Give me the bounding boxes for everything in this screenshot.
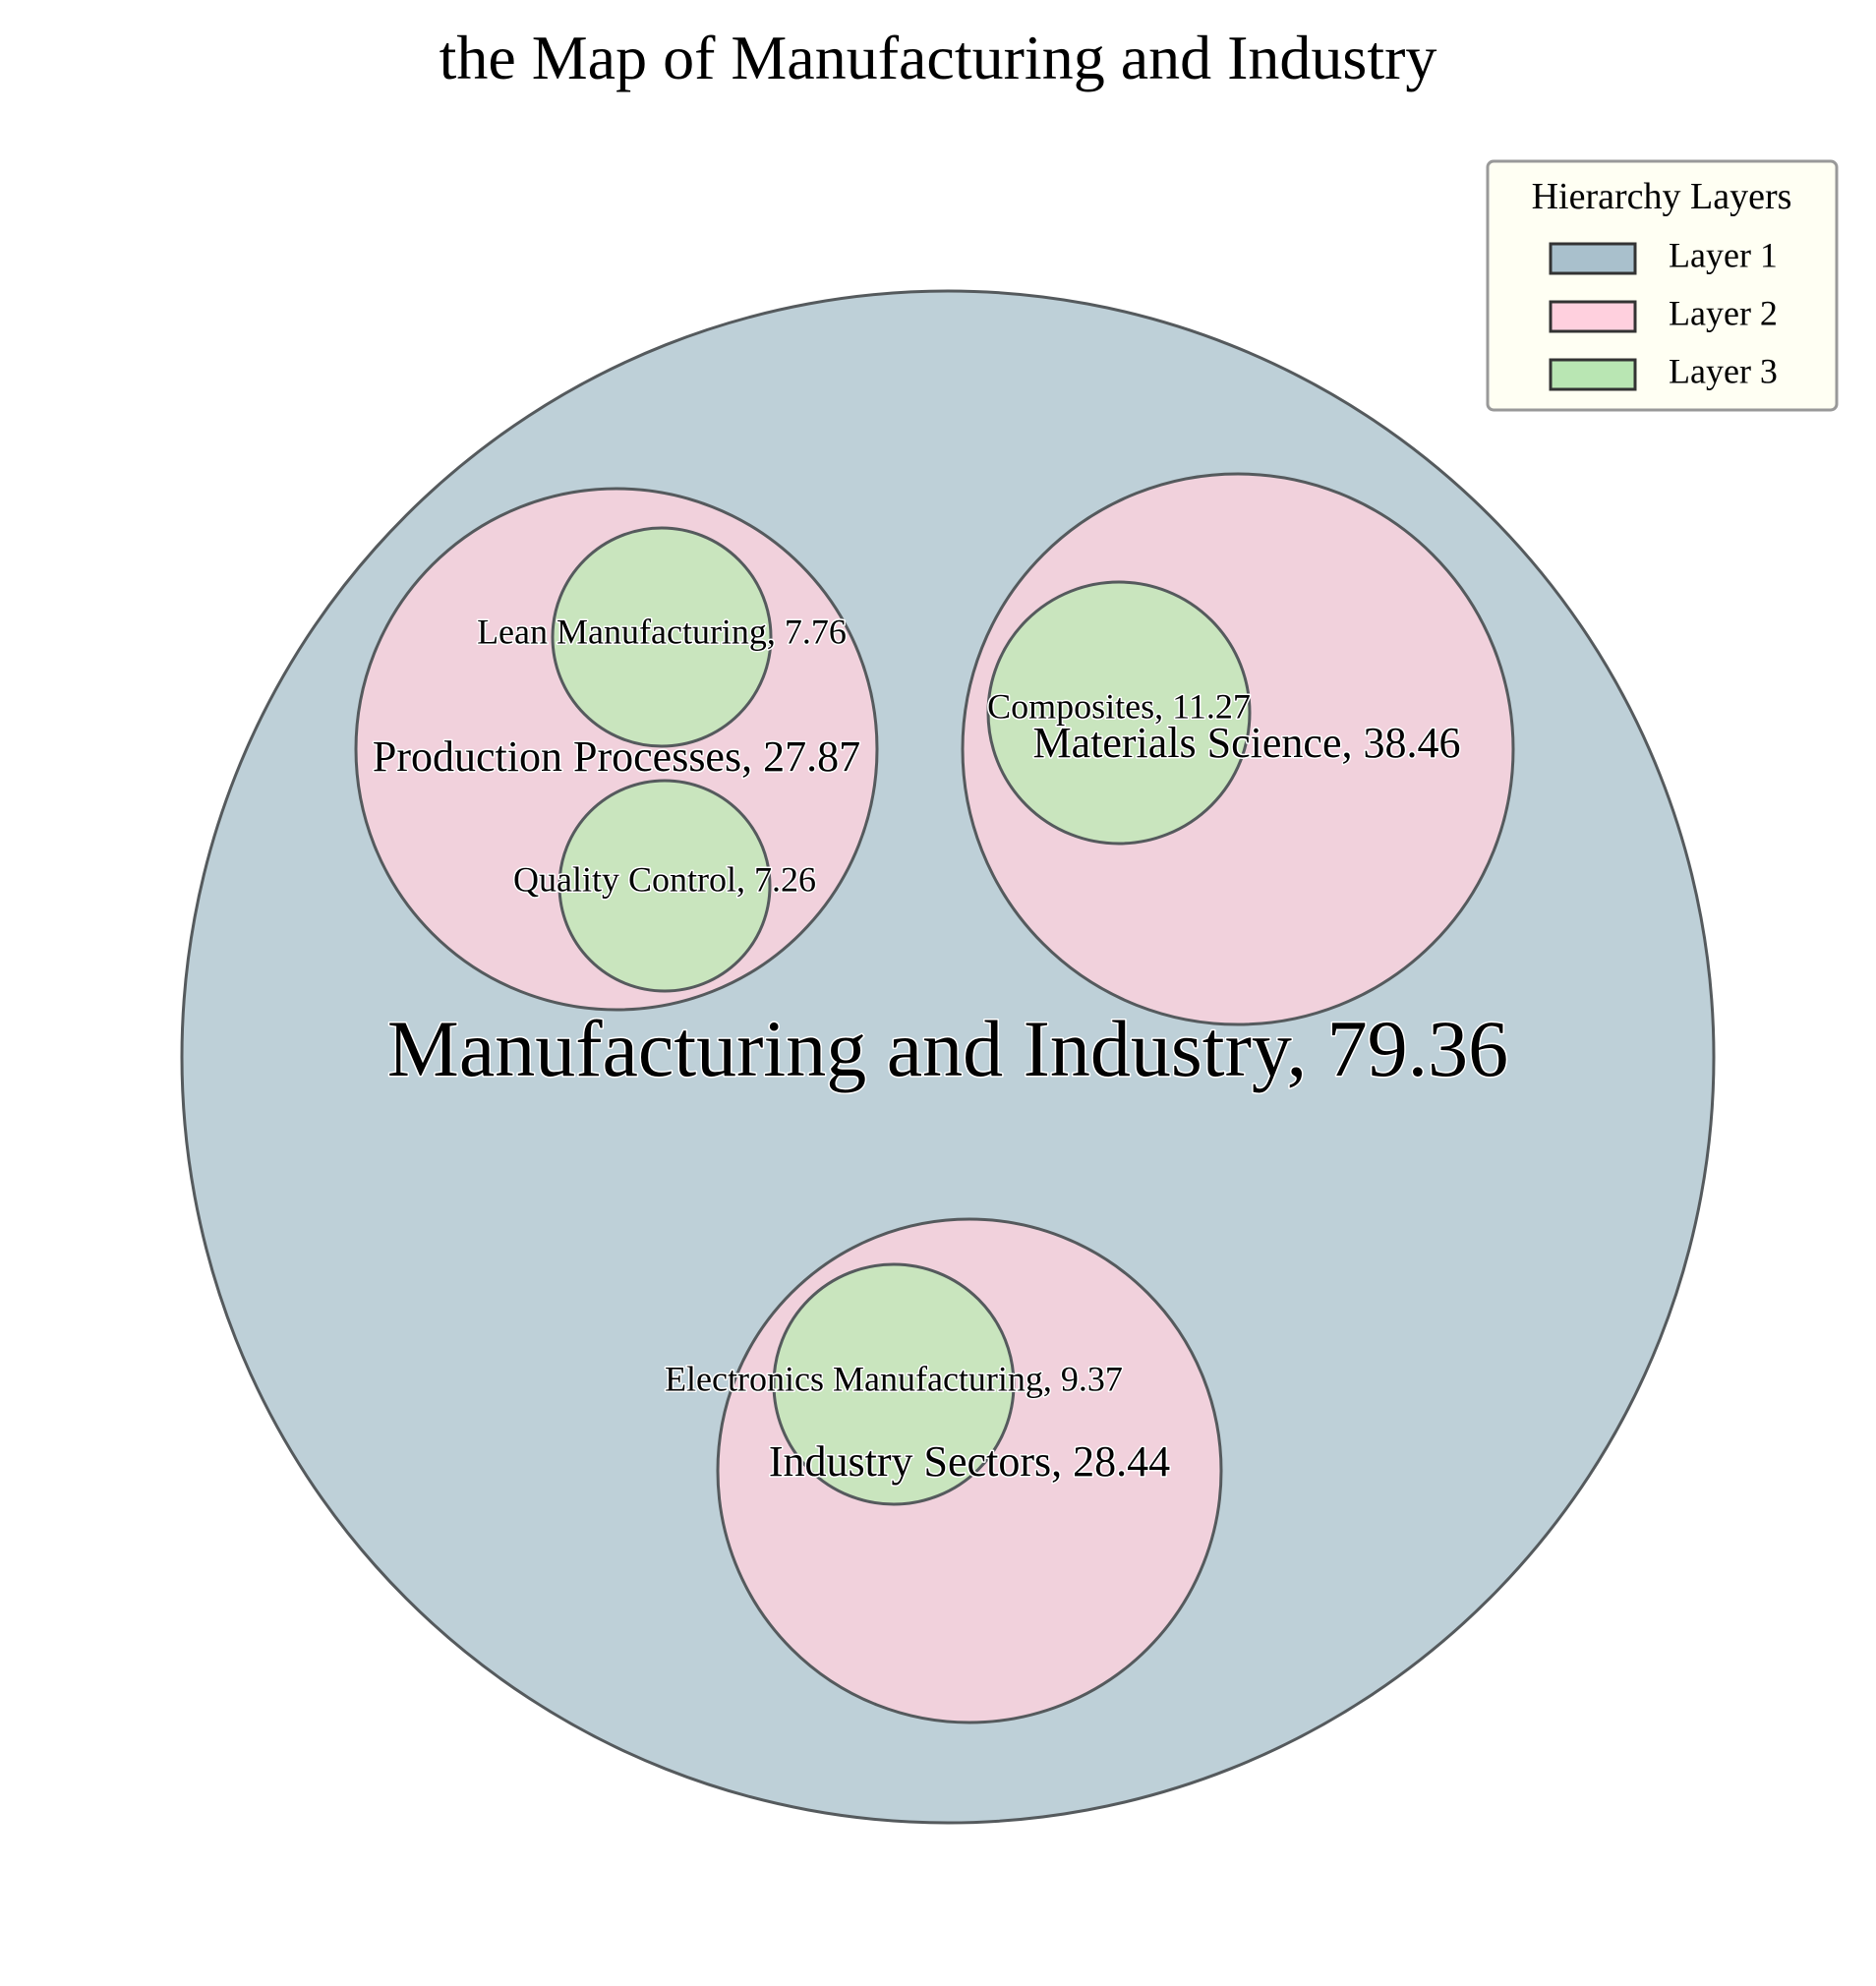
chart-title: the Map of Manufacturing and Industry [440,23,1437,92]
label-qc: Quality Control, 7.26 [513,859,816,899]
label-prod: Production Processes, 27.87 [373,732,860,781]
circle-comp [986,580,1252,846]
legend-title: Hierarchy Layers [1532,176,1792,217]
legend-box [1486,159,1839,412]
label-lean: Lean Manufacturing, 7.76 [477,612,847,651]
circles-layer [180,289,1716,1825]
circle-qc [557,779,772,993]
circle-lean [551,526,773,748]
label-mat: Materials Science, 38.46 [1033,719,1461,767]
label-root: Manufacturing and Industry, 79.36 [387,1004,1508,1093]
label-elec: Electronics Manufacturing, 9.37 [665,1359,1123,1398]
label-ind: Industry Sectors, 28.44 [769,1437,1170,1486]
legend-swatch-layer-2 [1549,300,1637,333]
legend: Hierarchy Layers Layer 1 Layer 2 Layer 3 [1486,159,1839,412]
labels-layer: Manufacturing and Industry, 79.36 Product… [371,611,1509,1488]
legend-swatch-layer-3 [1549,358,1637,391]
legend-label-layer-2: Layer 2 [1669,293,1778,332]
legend-label-layer-3: Layer 3 [1669,351,1778,390]
legend-entries: Layer 1 Layer 2 Layer 3 [1549,235,1778,391]
label-comp: Composites, 11.27 [987,686,1251,726]
circle-elec [772,1262,1016,1506]
legend-swatch-layer-1 [1549,242,1637,275]
legend-label-layer-1: Layer 1 [1669,235,1778,274]
